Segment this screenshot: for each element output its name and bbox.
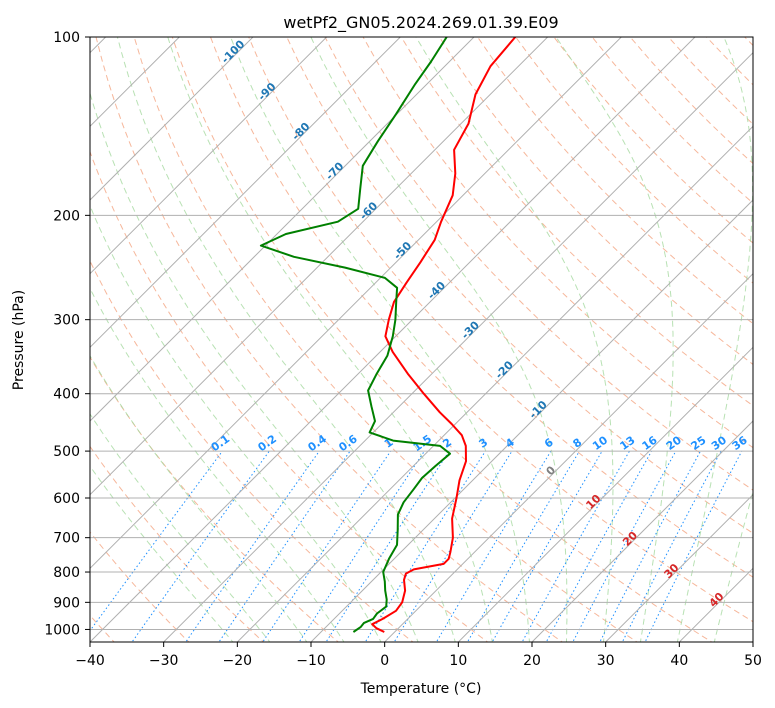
- mixing-ratio-line: [131, 450, 270, 642]
- y-tick-label: 800: [53, 565, 80, 581]
- plot-frame: [89, 36, 754, 643]
- sounding-series: [259, 37, 517, 633]
- isotherm-line: [90, 37, 696, 642]
- moist-adiabat-line: [90, 204, 382, 642]
- dry-adiabat-line: [400, 37, 753, 407]
- x-tick-label: −10: [296, 653, 326, 669]
- mixing-ratio-line: [218, 450, 351, 642]
- mixing-ratio-line: [90, 450, 223, 632]
- isotherm-line: [310, 199, 753, 642]
- isotherm-line: [90, 37, 254, 201]
- x-tick-label: 30: [597, 653, 615, 669]
- y-tick-label: 600: [53, 491, 80, 507]
- y-axis: 100 200 300 400 500 600 700 800 900 1000: [44, 30, 90, 638]
- x-tick-label: −20: [223, 653, 253, 669]
- isotherm-line: [90, 37, 402, 349]
- chart-title: wetPf2_GN05.2024.269.01.39.E09: [283, 13, 558, 33]
- x-tick-label: 0: [380, 653, 389, 669]
- isotherms: [90, 37, 753, 642]
- x-axis-title: Temperature (°C): [360, 681, 482, 697]
- x-axis: −40 −30 −20 −10 0 10 20 30 40 50: [75, 642, 762, 669]
- isotherm-line: [457, 346, 753, 642]
- x-tick-label: 50: [744, 653, 762, 669]
- y-axis-title: Pressure (hPa): [11, 290, 27, 390]
- y-tick-label: 200: [53, 208, 80, 224]
- mixing-ratio-line: [185, 450, 320, 642]
- isotherm-line: [604, 493, 753, 642]
- x-tick-label: −40: [75, 653, 105, 669]
- isotherm-line: [162, 51, 753, 642]
- isotherm-line: [90, 37, 328, 275]
- y-tick-label: 400: [53, 387, 80, 403]
- x-tick-label: 20: [523, 653, 541, 669]
- x-tick-label: 40: [670, 653, 688, 669]
- isotherm-line: [90, 37, 623, 570]
- isotherm-line: [383, 272, 753, 642]
- isotherm-line: [90, 37, 475, 422]
- isotherm-line: [90, 37, 549, 496]
- mixing-ratio-line: [572, 450, 677, 642]
- x-tick-label: −30: [149, 653, 179, 669]
- mixing-ratio-line: [621, 450, 722, 642]
- dry-adiabat-line: [438, 37, 753, 366]
- dewpoint-line: [259, 37, 451, 633]
- isobars: [90, 37, 753, 630]
- mixing-ratio-line: [599, 450, 701, 642]
- y-tick-label: 900: [53, 595, 80, 611]
- dry-adiabat-line: [90, 259, 414, 642]
- y-tick-label: 500: [53, 444, 80, 460]
- dry-adiabat-line: [477, 37, 753, 325]
- mixing-ratio-line: [298, 450, 425, 642]
- dry-adiabat-line: [324, 37, 753, 491]
- plot-area: 0.1 0.2 0.4 0.6 1 1.5 2 3 4 6 8 10 13 16 20 25 30 36-100-…: [90, 37, 753, 642]
- dry-adiabat-line: [248, 37, 753, 578]
- mixing-ratio-line: [466, 450, 580, 642]
- y-tick-label: 100: [53, 30, 80, 46]
- isotherm-line: [531, 420, 753, 642]
- dry-adiabat-line: [286, 37, 753, 534]
- mixing-ratio-line: [393, 450, 513, 642]
- temperature-line: [371, 37, 517, 633]
- y-tick-label: 300: [53, 313, 80, 329]
- y-tick-label: 1000: [44, 622, 80, 638]
- dry-adiabat-line: [362, 37, 753, 449]
- x-tick-label: 10: [449, 653, 467, 669]
- mixing-ratio-line: [325, 450, 450, 642]
- isotherm-line: [236, 125, 753, 642]
- mixing-ratio-line: [262, 450, 392, 642]
- y-tick-label: 700: [53, 531, 80, 547]
